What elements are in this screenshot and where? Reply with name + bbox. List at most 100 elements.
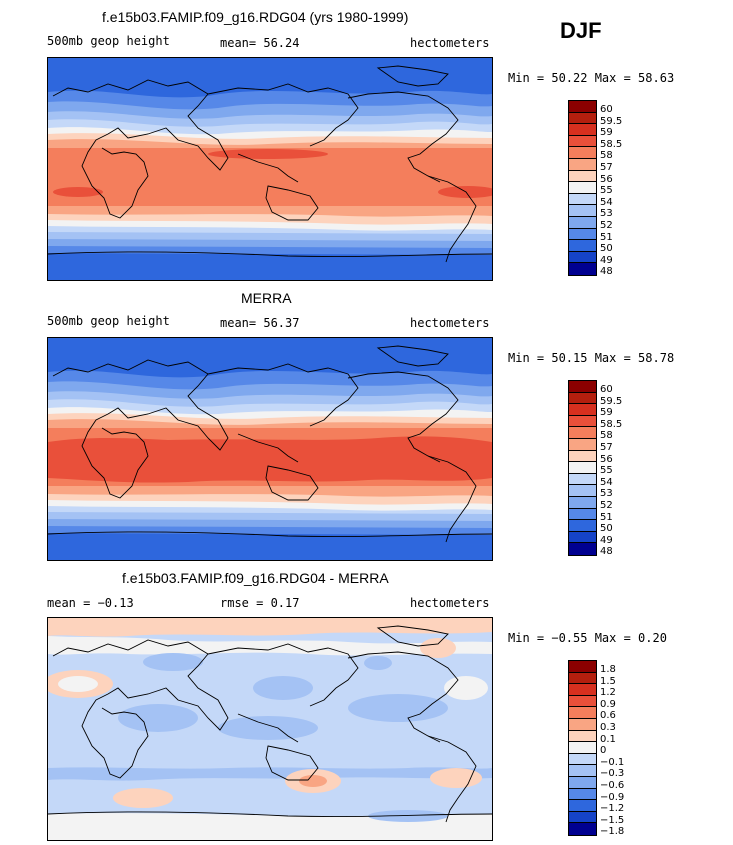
panel3-level-label: −0.6 xyxy=(600,780,625,791)
panel1-level-label: 59.5 xyxy=(600,115,623,127)
panel3-level-label: −0.3 xyxy=(600,768,625,780)
panel3-map xyxy=(47,617,493,841)
panel2-level-label: 56 xyxy=(600,453,613,465)
panel2-swatch xyxy=(569,427,596,439)
panel1-swatch xyxy=(569,205,596,217)
panel2-swatch xyxy=(569,508,596,521)
panel1-level-label: 56 xyxy=(600,173,613,185)
panel2-minmax: Min = 50.15 Max = 58.78 xyxy=(508,351,675,365)
panel1-swatch xyxy=(569,216,596,229)
panel3-level-label: 1.2 xyxy=(600,687,616,699)
panel3-minmax: Min = −0.55 Max = 0.20 xyxy=(508,631,667,645)
panel3-swatch xyxy=(569,718,596,731)
panel1-level-label: 49 xyxy=(600,254,613,266)
panel2-level-label: 52 xyxy=(600,500,613,511)
panel3-level-label: −1.5 xyxy=(600,814,625,826)
panel3-swatch xyxy=(569,776,596,789)
panel2-swatch xyxy=(569,520,596,532)
panel1-level-label: 51 xyxy=(600,231,613,243)
panel2-level-label: 58.5 xyxy=(600,418,623,430)
panel2-level-label: 60 xyxy=(600,384,613,395)
panel2-swatch xyxy=(569,450,596,463)
panel3-colorbar xyxy=(568,660,597,836)
panel1-colorbar xyxy=(568,100,597,276)
panel2-swatch xyxy=(569,438,596,451)
panel3-title: f.e15b03.FAMIP.f09_g16.RDG04 - MERRA xyxy=(122,570,389,586)
panel2-swatch xyxy=(569,531,596,544)
panel2-map-svg xyxy=(48,338,492,560)
panel3-level-label: 0.6 xyxy=(600,710,616,722)
panel3-left-label: mean = −0.13 xyxy=(47,596,134,610)
panel1-level-label: 48 xyxy=(600,266,613,278)
panel3-level-label: 1.5 xyxy=(600,675,616,687)
panel2-level-label: 54 xyxy=(600,476,613,488)
panel2-level-label: 53 xyxy=(600,488,613,500)
panel1-map-svg xyxy=(48,58,492,280)
panel2-level-label: 50 xyxy=(600,523,613,535)
panel3-level-label: 0.1 xyxy=(600,733,616,745)
panel3-swatch xyxy=(569,730,596,743)
panel2-level-label: 57 xyxy=(600,442,613,453)
panel3-level-label: −0.1 xyxy=(600,756,625,768)
panel3-swatch xyxy=(569,684,596,696)
panel1-level-label: 58.5 xyxy=(600,138,623,150)
panel3-level-label: 1.8 xyxy=(600,664,616,675)
panel2-level-label: 48 xyxy=(600,546,613,558)
panel3-level-label: 0.3 xyxy=(600,722,616,733)
panel2-swatch xyxy=(569,392,596,405)
panel2-units: hectometers xyxy=(410,316,490,330)
panel1-map xyxy=(47,57,493,281)
panel1-swatch xyxy=(569,124,596,136)
panel3-units: hectometers xyxy=(410,596,490,610)
panel3-stat-label: rmse = 0.17 xyxy=(220,596,300,610)
panel1-level-label: 58 xyxy=(600,150,613,162)
panel1-minmax: Min = 50.22 Max = 58.63 xyxy=(508,71,675,85)
panel3-map-svg xyxy=(48,618,492,840)
panel2-swatch xyxy=(569,473,596,486)
panel3-swatch xyxy=(569,788,596,801)
panel3-swatch xyxy=(569,742,596,754)
panel2-title: MERRA xyxy=(241,290,292,306)
panel1-units: hectometers xyxy=(410,36,490,50)
panel1-swatch xyxy=(569,112,596,125)
panel1-level-label: 59 xyxy=(600,127,613,139)
panel3-level-label: −1.2 xyxy=(600,803,625,815)
panel1-swatch xyxy=(569,101,596,113)
panel1-swatch xyxy=(569,147,596,159)
panel3-swatch xyxy=(569,753,596,766)
panel3-swatch xyxy=(569,661,596,673)
season-label: DJF xyxy=(560,18,602,43)
panel2-level-label: 58 xyxy=(600,430,613,442)
panel1-swatch xyxy=(569,193,596,206)
panel1-swatch xyxy=(569,158,596,171)
panel1-level-label: 50 xyxy=(600,243,613,255)
panel2-swatch xyxy=(569,496,596,509)
panel2-colorbar xyxy=(568,380,597,556)
panel3-level-label: 0.9 xyxy=(600,698,616,710)
panel2-level-label: 59 xyxy=(600,407,613,419)
panel2-stat-label: mean= 56.37 xyxy=(220,316,300,330)
panel1-swatch xyxy=(569,263,596,275)
panel2-swatch xyxy=(569,404,596,416)
panel2-swatch xyxy=(569,381,596,393)
panel2-map xyxy=(47,337,493,561)
panel1-level-label: 55 xyxy=(600,185,613,197)
panel2-left-label: 500mb geop height xyxy=(47,314,170,328)
panel3-level-label: 0 xyxy=(600,745,607,757)
panel1-swatch xyxy=(569,170,596,183)
panel3-swatch xyxy=(569,765,596,777)
panel3-swatch xyxy=(569,707,596,719)
panel2-level-label: 59.5 xyxy=(600,395,623,407)
panel1-level-label: 52 xyxy=(600,220,613,231)
panel1-swatch xyxy=(569,240,596,252)
panel3-swatch xyxy=(569,823,596,835)
panel2-swatch xyxy=(569,415,596,428)
panel1-level-label: 57 xyxy=(600,162,613,173)
panel2-level-label: 51 xyxy=(600,511,613,523)
panel2-swatch xyxy=(569,543,596,555)
panel1-level-label: 53 xyxy=(600,208,613,220)
panel2-level-label: 49 xyxy=(600,534,613,546)
panel1-swatch xyxy=(569,251,596,264)
panel1-left-label: 500mb geop height xyxy=(47,34,170,48)
panel1-swatch xyxy=(569,135,596,148)
